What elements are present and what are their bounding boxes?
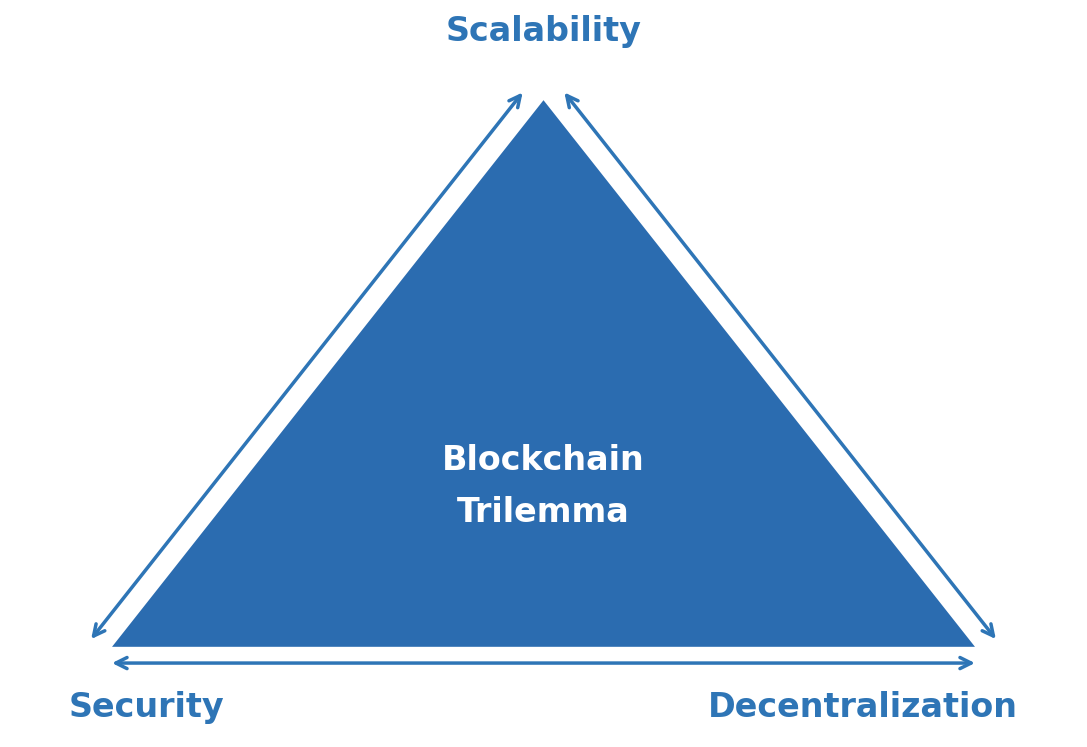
Polygon shape	[86, 79, 1001, 657]
Polygon shape	[112, 100, 975, 647]
Text: Trilemma: Trilemma	[458, 496, 629, 529]
Text: Scalability: Scalability	[446, 16, 641, 49]
Text: Blockchain: Blockchain	[442, 444, 645, 477]
Text: Security: Security	[68, 691, 225, 724]
Text: Decentralization: Decentralization	[708, 691, 1019, 724]
